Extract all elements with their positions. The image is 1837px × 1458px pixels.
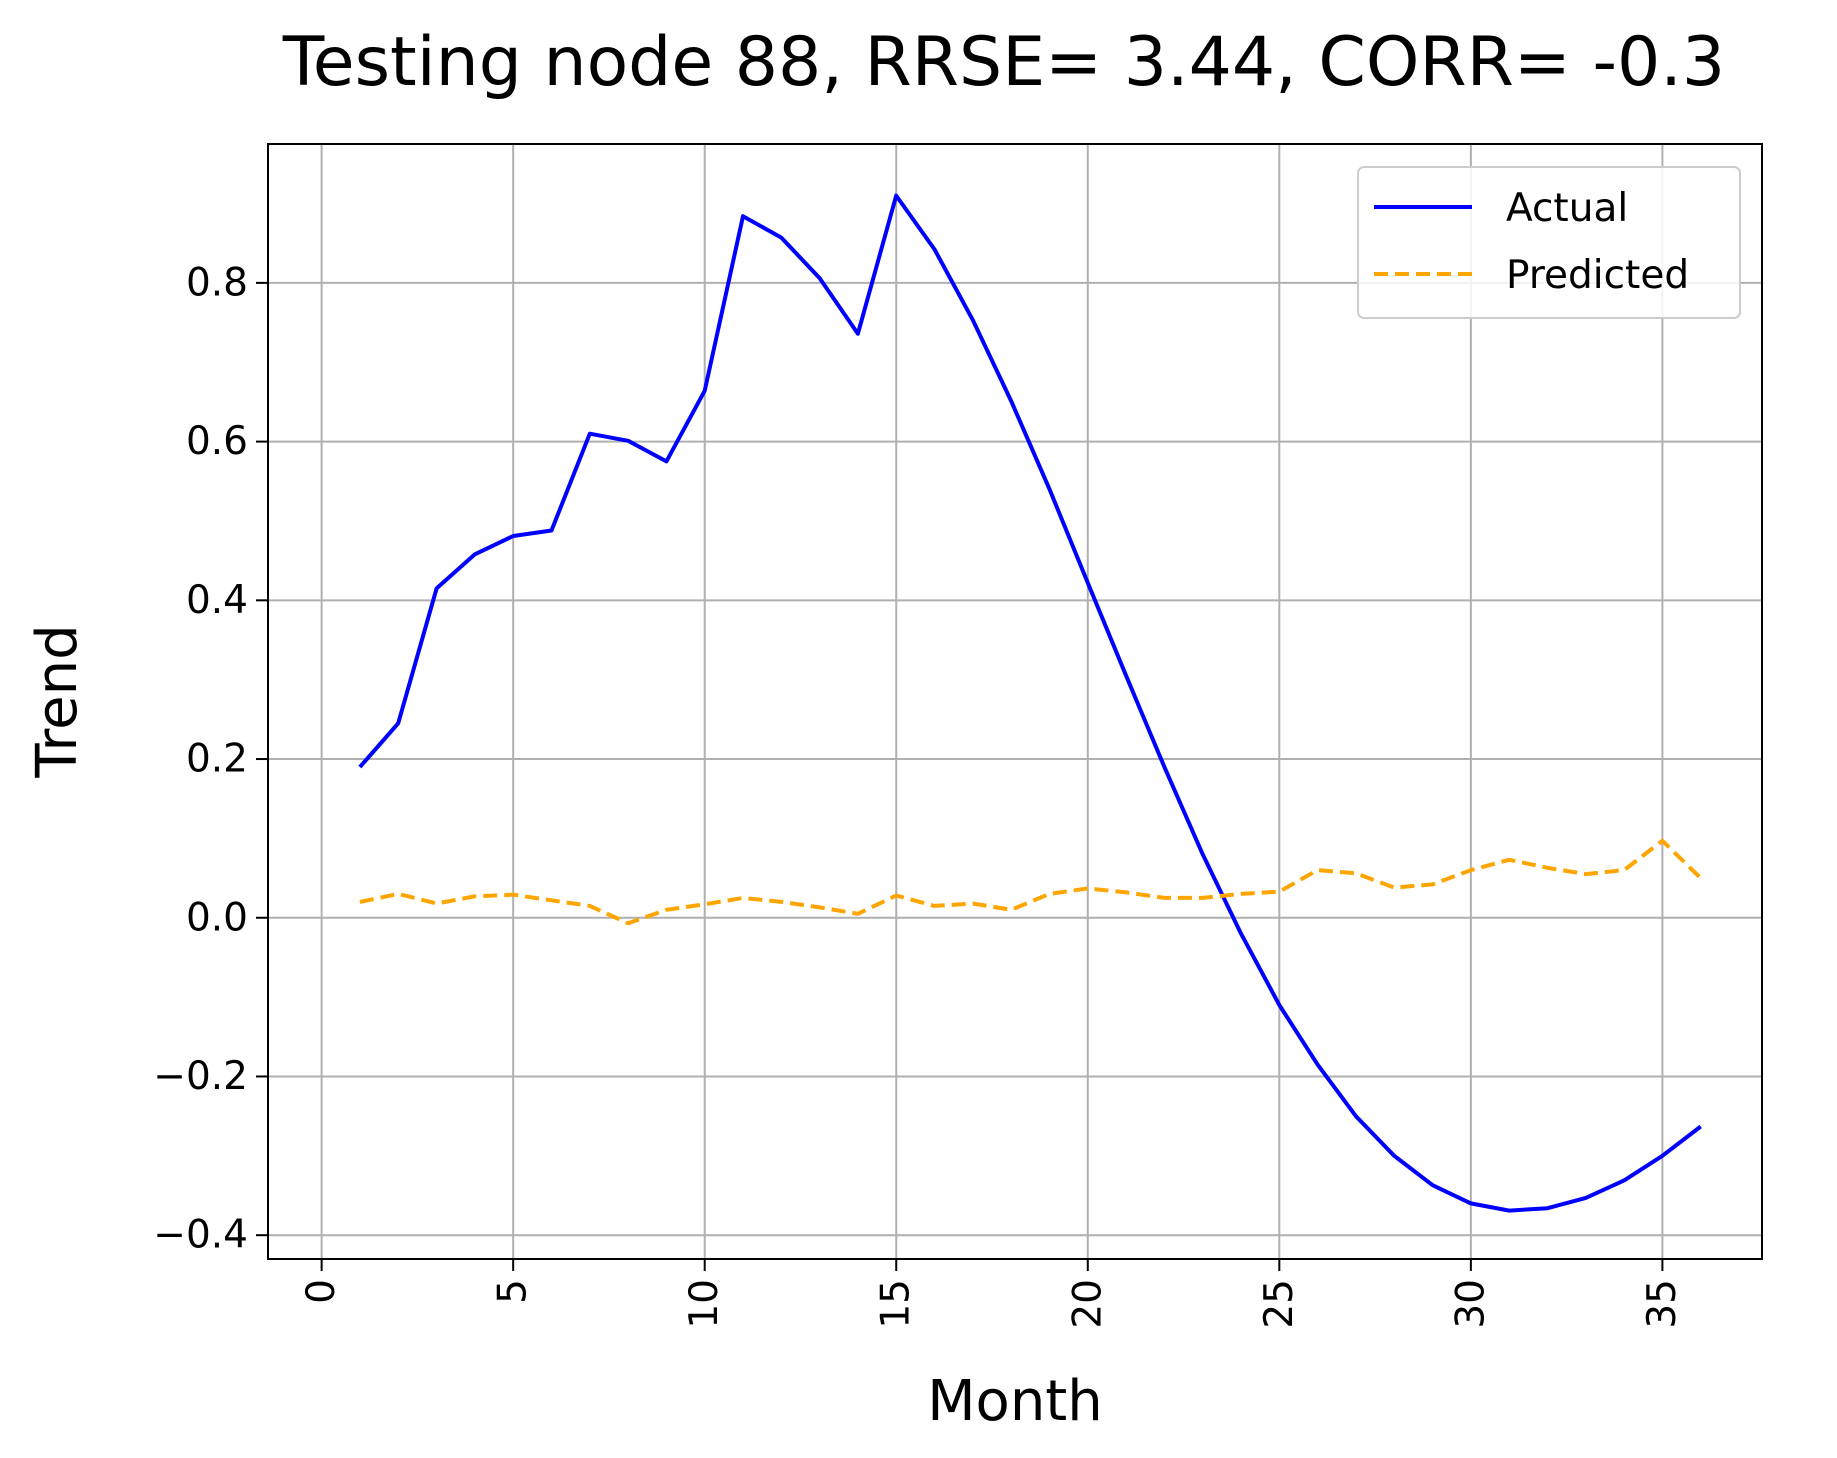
x-tick-label: 15 (874, 1279, 919, 1329)
y-axis-title: Trend (25, 624, 90, 778)
y-tick-label: 0.2 (186, 737, 248, 782)
chart-title: Testing node 88, RRSE= 3.44, CORR= -0.3 (282, 23, 1725, 102)
y-tick-label: 0.4 (186, 578, 248, 623)
plot-area-frame (267, 143, 1763, 1260)
x-tick-label: 20 (1065, 1279, 1110, 1329)
y-tick-label: 0.6 (186, 419, 248, 464)
series-line-actual (358, 193, 1702, 1213)
x-tick-label: 0 (299, 1279, 344, 1304)
y-tick-label: −0.2 (153, 1054, 248, 1099)
x-axis-ticks: 0 5 10 15 20 25 30 35 (299, 1259, 1685, 1329)
y-tick-label: 0.8 (186, 260, 248, 305)
legend: Actual Predicted (1357, 166, 1741, 319)
x-tick-label: 10 (682, 1279, 727, 1329)
x-tick-label: 35 (1640, 1279, 1685, 1329)
y-tick-label: −0.4 (153, 1213, 248, 1258)
y-tick-label: 0.0 (186, 895, 248, 940)
legend-label-predicted: Predicted (1506, 253, 1689, 298)
x-tick-label: 5 (491, 1279, 536, 1304)
x-tick-label: 25 (1257, 1279, 1302, 1329)
x-axis-title: Month (927, 1369, 1103, 1434)
legend-label-actual: Actual (1506, 186, 1628, 231)
data-series (358, 193, 1703, 1213)
x-tick-label: 30 (1448, 1279, 1493, 1329)
series-line-predicted (359, 838, 1703, 926)
legend-box (1357, 166, 1741, 319)
y-axis-ticks: −0.4 −0.2 0.0 0.2 0.4 0.6 0.8 (153, 260, 268, 1258)
grid-lines (268, 144, 1762, 1259)
